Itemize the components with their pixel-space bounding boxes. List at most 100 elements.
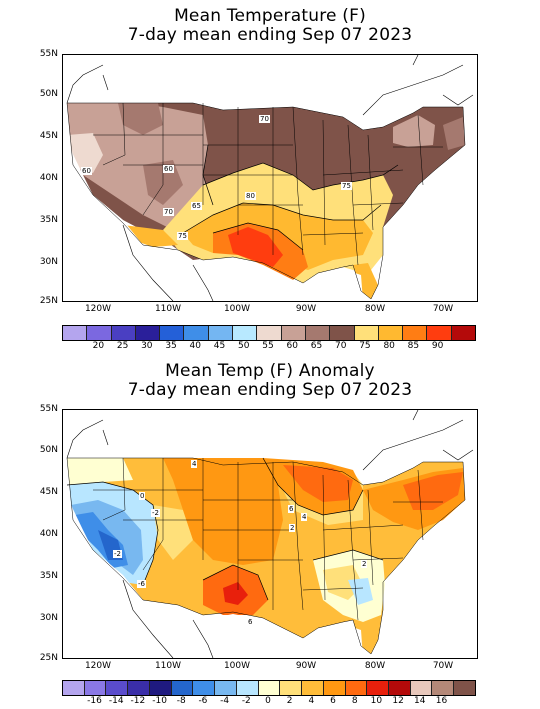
contour-label: 0 (139, 492, 146, 500)
lon-label: 100W (223, 304, 251, 314)
lon-label: 110W (154, 304, 182, 314)
colorbar-tick-label: 50 (238, 341, 250, 351)
panel2-colorbar-ticks: -16 -14 -12 -10 -8 -6 -4 -2 0 2 4 6 8 10 12 14 16 (62, 696, 476, 708)
colorbar-tick-label: 85 (407, 341, 420, 351)
colorbar-swatch (184, 326, 209, 340)
colorbar-tick-label: 10 (370, 696, 383, 706)
colorbar-swatch (305, 326, 331, 340)
contour-label: 70 (163, 208, 174, 216)
colorbar-swatch (354, 326, 379, 340)
colorbar-swatch (149, 681, 172, 695)
colorbar-tick-label: 55 (262, 341, 274, 351)
colorbar-swatch (451, 326, 476, 340)
colorbar-swatch (236, 681, 259, 695)
lon-label: 100W (223, 661, 251, 671)
contour-label: 4 (191, 460, 198, 468)
colorbar-swatch (367, 681, 390, 695)
colorbar-swatch (63, 326, 88, 340)
panel2-colorbar (62, 680, 476, 696)
colorbar-tick-label: 80 (383, 341, 395, 351)
colorbar-tick-label: 75 (359, 341, 371, 351)
lat-label: 35N (39, 215, 58, 225)
colorbar-swatch (106, 681, 129, 695)
colorbar-tick-label: 12 (392, 696, 404, 706)
colorbar-tick-label: 20 (92, 341, 105, 351)
colorbar-swatch (403, 326, 428, 340)
panel1-title-line2: 7-day mean ending Sep 07 2023 (127, 25, 413, 45)
lon-label: 80W (364, 304, 386, 314)
colorbar-swatch (233, 326, 258, 340)
colorbar-swatch (84, 681, 107, 695)
lat-label: 25N (39, 653, 58, 663)
colorbar-tick-label: 70 (334, 341, 347, 351)
contour-label: 60 (81, 167, 92, 175)
lat-label: 40N (39, 529, 58, 539)
lat-label: 55N (39, 404, 58, 414)
lon-label: 120W (84, 304, 112, 314)
contour-label: 60 (163, 165, 174, 173)
colorbar-tick-label: -16 (87, 696, 102, 706)
contour-label: 80 (245, 192, 256, 200)
contour-label: 2 (361, 560, 368, 568)
panel1-title-line1: Mean Temperature (F) (174, 6, 366, 26)
colorbar-tick-label: 90 (431, 341, 444, 351)
contour-label: 4 (301, 513, 308, 521)
colorbar-swatch (410, 681, 433, 695)
colorbar-tick-label: 40 (189, 341, 201, 351)
panel1-colorbar (62, 325, 476, 341)
lon-label: 90W (295, 661, 317, 671)
lat-label: 45N (39, 487, 58, 497)
contour-label: 6 (247, 618, 254, 626)
colorbar-swatch (111, 326, 136, 340)
colorbar-swatch (427, 326, 452, 340)
colorbar-swatch (63, 681, 85, 695)
colorbar-swatch (330, 326, 355, 340)
colorbar-tick-label: -2 (241, 696, 251, 706)
panel2-map: 4 0 -2 -6 6 4 2 6 2 -2 (62, 409, 478, 659)
lat-label: 45N (39, 131, 58, 141)
contour-label: -2 (151, 509, 160, 517)
contour-label: 65 (191, 202, 202, 210)
colorbar-swatch (323, 681, 346, 695)
lat-label: 50N (39, 445, 58, 455)
colorbar-tick-label: -4 (220, 696, 230, 706)
lat-label: 50N (39, 89, 58, 99)
lon-label: 80W (364, 661, 386, 671)
contour-label: 75 (177, 232, 188, 240)
colorbar-swatch (302, 681, 324, 695)
lat-label: 25N (39, 296, 58, 306)
colorbar-tick-label: 35 (165, 341, 177, 351)
colorbar-swatch (128, 681, 150, 695)
colorbar-tick-label: 8 (351, 696, 358, 706)
colorbar-swatch (257, 326, 282, 340)
colorbar-swatch (135, 326, 161, 340)
panel2-title-line2: 7-day mean ending Sep 07 2023 (127, 380, 413, 400)
colorbar-tick-label: 16 (435, 696, 448, 706)
colorbar-tick-label: -8 (176, 696, 186, 706)
colorbar-tick-label: 4 (308, 696, 315, 706)
colorbar-tick-label: 0 (265, 696, 271, 706)
panel2-map-graphic (63, 410, 477, 658)
lat-label: 30N (39, 257, 58, 267)
colorbar-swatch (215, 681, 237, 695)
lon-label: 120W (84, 661, 112, 671)
lon-label: 110W (154, 661, 182, 671)
colorbar-swatch (280, 681, 303, 695)
lon-label: 70W (432, 661, 454, 671)
colorbar-swatch (171, 681, 194, 695)
colorbar-swatch (258, 681, 281, 695)
lat-label: 55N (39, 49, 58, 59)
contour-label: 70 (259, 115, 270, 123)
colorbar-swatch (432, 681, 455, 695)
panel2-title-line1: Mean Temp (F) Anomaly (165, 361, 375, 381)
colorbar-tick-label: 60 (286, 341, 298, 351)
colorbar-swatch (389, 681, 411, 695)
contour-label: -2 (113, 550, 122, 558)
colorbar-swatch (208, 326, 234, 340)
panel1-map: 70 60 60 70 65 80 75 75 (62, 54, 478, 302)
colorbar-tick-label: 45 (213, 341, 226, 351)
colorbar-tick-label: 2 (286, 696, 293, 706)
lat-label: 35N (39, 571, 58, 581)
panel1-colorbar-ticks: 20 25 30 35 40 45 50 55 60 65 70 75 80 85 90 (62, 341, 476, 353)
colorbar-swatch (378, 326, 404, 340)
